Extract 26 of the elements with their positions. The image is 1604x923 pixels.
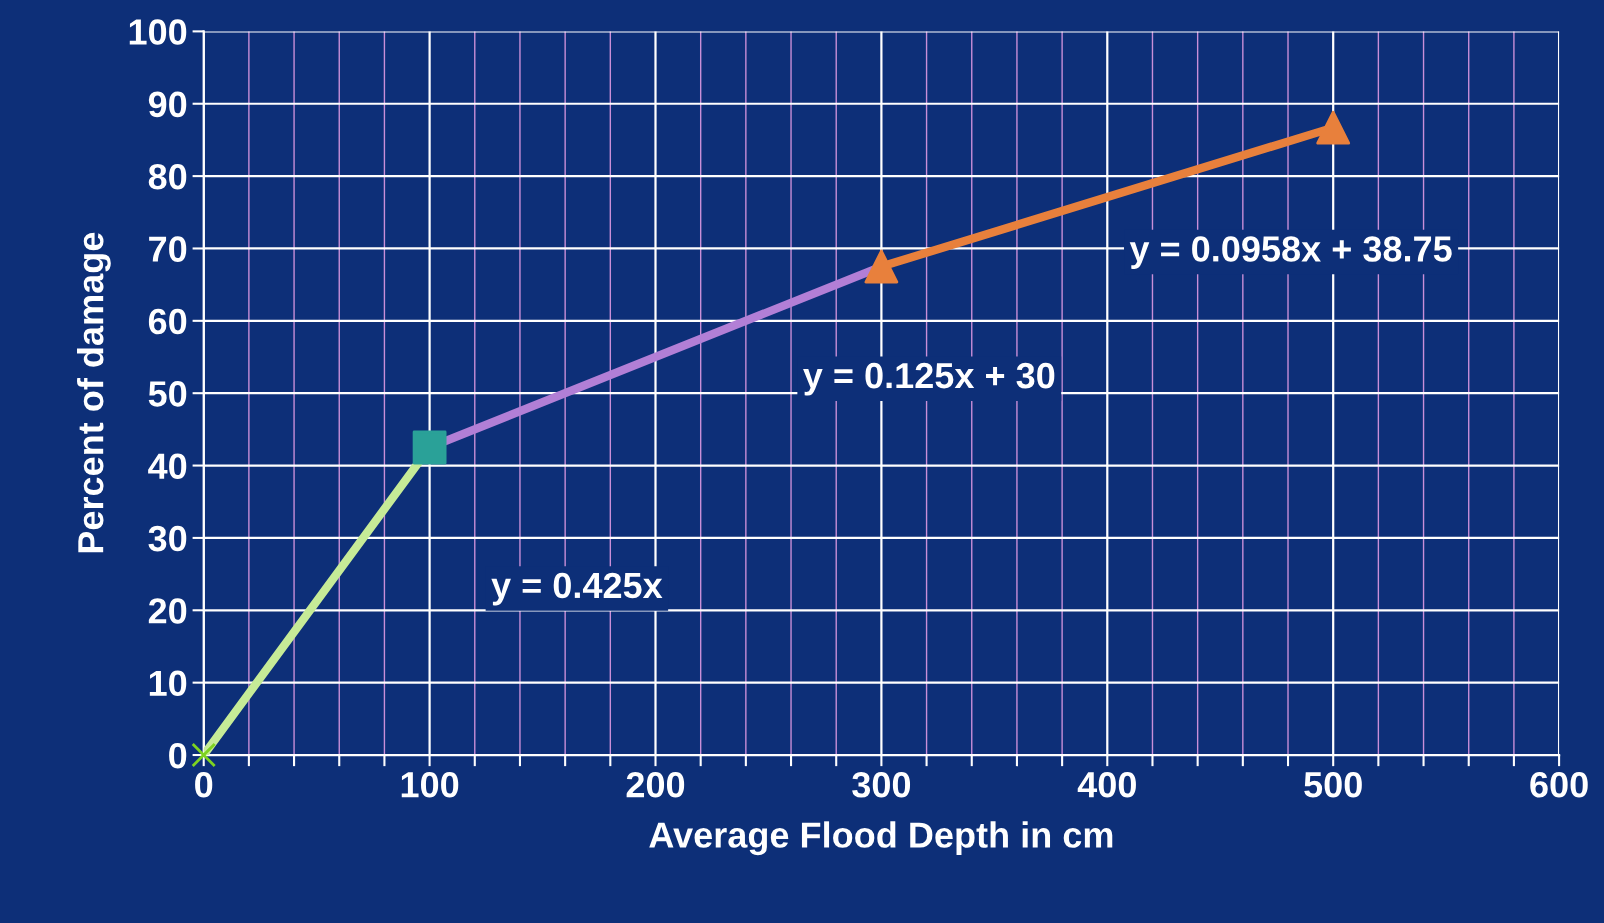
y-tick-label: 0 [169, 742, 187, 769]
y-tick-label: 50 [148, 381, 187, 407]
y-tick-label: 40 [148, 453, 187, 479]
x-tick-label: 100 [401, 771, 459, 798]
y-tick-label: 20 [148, 598, 187, 624]
point [412, 430, 447, 465]
y-tick-label: 60 [148, 308, 187, 335]
x-axis-title: Average Flood Depth in cm [649, 821, 1113, 856]
y-tick-label: 100 [129, 19, 187, 45]
x-tick-label: 300 [852, 771, 911, 798]
y-tick-label: 30 [148, 525, 187, 552]
x-tick-label: 400 [1077, 771, 1136, 798]
y-tick-label: 90 [148, 91, 187, 118]
annotation: y = 0.0958x + 38.75 [1129, 236, 1452, 269]
y-tick-label: 70 [149, 236, 187, 262]
point [1316, 110, 1351, 145]
annotation: y = 0.125x + 30 [803, 362, 1055, 396]
annotation: y = 0.425x [491, 572, 663, 606]
x-tick-label: 200 [626, 771, 685, 798]
y-tick-label: 10 [149, 670, 187, 697]
y-axis-title: Percent of damage [77, 232, 111, 553]
x-tick-label: 500 [1304, 771, 1362, 798]
point [864, 249, 899, 284]
x-tick-label: 0 [195, 771, 213, 798]
x-tick-label: 600 [1530, 771, 1588, 798]
y-tick-label: 80 [148, 163, 187, 190]
